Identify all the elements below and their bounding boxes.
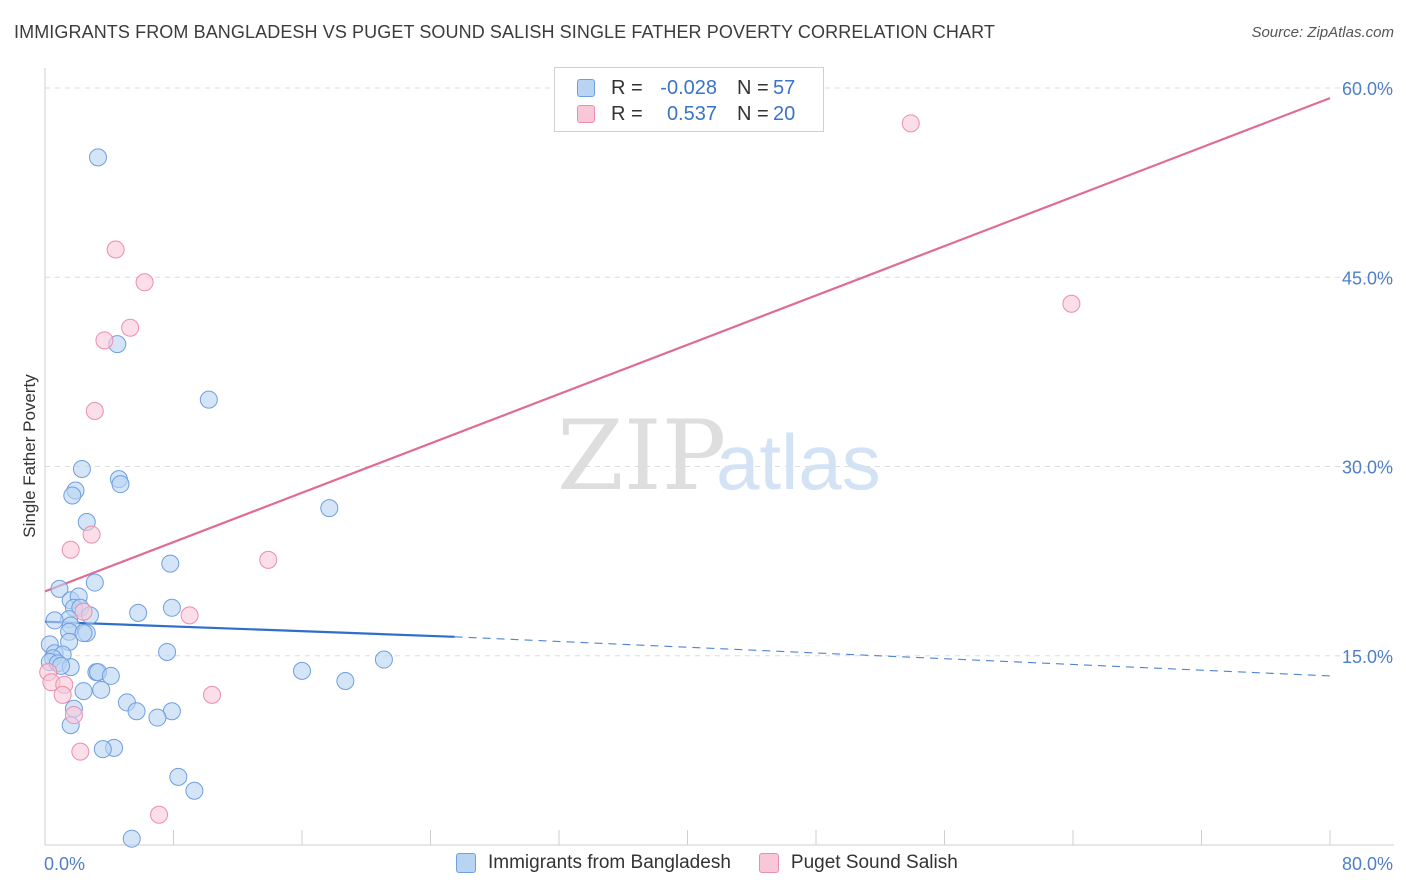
data-point-s0-16 [162, 598, 181, 617]
swatch-salish-icon [577, 105, 595, 123]
r-label: R = [611, 102, 643, 125]
data-point-s1-6 [85, 401, 104, 420]
data-point-s0-8 [320, 499, 339, 518]
data-point-s1-7 [82, 525, 101, 544]
source-credit: Source: ZipAtlas.com [1251, 24, 1394, 41]
data-point-s0-43 [92, 680, 111, 699]
chart-title: IMMIGRANTS FROM BANGLADESH VS PUGET SOUN… [14, 22, 995, 42]
data-point-s1-8 [61, 540, 80, 559]
legend-label-bangladesh: Immigrants from Bangladesh [488, 852, 731, 873]
stats-legend: R = -0.028 N = 57 R = 0.537 N = 20 [554, 67, 824, 132]
y-tick-label-3: 60.0% [1342, 79, 1393, 99]
tick-labels: 15.0% 30.0% 45.0% 60.0% 0.0% 80.0% [44, 79, 1393, 874]
swatch-bangladesh-icon [577, 79, 595, 97]
data-point-s0-21 [45, 611, 64, 630]
data-point-s1-5 [1062, 294, 1081, 313]
data-points [39, 114, 1081, 848]
data-point-s0-39 [293, 661, 311, 680]
legend-label-salish: Puget Sound Salish [790, 852, 958, 873]
y-axis-label: Single Father Poverty [20, 374, 39, 538]
data-point-s1-4 [95, 331, 114, 350]
grid-lines [45, 87, 1394, 657]
data-point-s0-18 [129, 603, 148, 622]
data-point-s0-52 [169, 767, 188, 786]
data-point-s1-19 [150, 805, 169, 824]
data-point-s0-25 [74, 624, 93, 643]
data-point-s0-5 [111, 475, 130, 494]
data-point-s1-2 [135, 273, 154, 292]
legend-swatch-salish-icon [758, 853, 779, 873]
trend-line-0 [44, 620, 455, 638]
legend-item-salish: Puget Sound Salish [758, 852, 958, 874]
data-point-s1-10 [180, 606, 199, 625]
n-label: N = [737, 76, 769, 99]
legend-item-bangladesh: Immigrants from Bangladesh [456, 852, 731, 874]
data-point-s1-3 [121, 318, 140, 337]
data-point-s1-9 [259, 550, 278, 569]
data-point-s0-3 [72, 460, 91, 479]
data-point-s0-0 [89, 148, 108, 167]
trend-line-dashed-0 [454, 636, 1331, 677]
r-value-salish: 0.537 [666, 102, 717, 125]
watermark-atlas: atlas [716, 418, 881, 506]
data-point-s0-10 [161, 554, 180, 573]
data-point-s0-51 [93, 740, 112, 759]
data-point-s0-7 [63, 486, 82, 505]
data-point-s0-11 [85, 573, 104, 592]
data-point-s1-15 [53, 685, 72, 704]
data-point-s0-53 [185, 781, 204, 800]
trend-line-1 [44, 97, 1331, 593]
series-legend: Immigrants from Bangladesh Puget Sound S… [456, 852, 986, 874]
data-point-s0-54 [122, 829, 141, 848]
stats-row-bangladesh: R = -0.028 N = 57 [577, 74, 795, 102]
trend-lines [44, 97, 1331, 677]
y-tick-label-2: 45.0% [1342, 268, 1393, 288]
data-point-s0-48 [148, 708, 167, 727]
r-label: R = [611, 76, 643, 99]
r-value-bangladesh: -0.028 [660, 76, 717, 99]
axes [44, 68, 1394, 846]
n-value-bangladesh: 57 [773, 76, 796, 99]
data-point-s1-17 [64, 706, 83, 725]
y-tick-label-0: 15.0% [1342, 647, 1393, 667]
data-point-s1-18 [71, 742, 90, 761]
watermark-zip: ZIP [557, 400, 726, 512]
data-point-s1-0 [901, 114, 920, 133]
y-tick-label-1: 30.0% [1342, 458, 1393, 478]
data-point-s0-46 [127, 702, 146, 721]
data-point-s0-40 [374, 650, 393, 669]
data-point-s0-12 [50, 579, 69, 598]
legend-swatch-bangladesh-icon [456, 853, 476, 873]
data-point-s1-1 [106, 240, 125, 259]
data-point-s0-42 [74, 682, 93, 701]
data-point-s0-2 [199, 390, 218, 409]
x-tick-label-0: 0.0% [44, 854, 85, 874]
data-point-s0-38 [101, 666, 120, 685]
x-tick-label-1: 80.0% [1342, 854, 1393, 874]
n-value-salish: 20 [773, 102, 796, 125]
stats-row-salish: R = 0.537 N = 20 [577, 100, 795, 128]
data-point-s1-16 [203, 685, 222, 704]
n-label: N = [737, 102, 769, 125]
data-point-s0-41 [336, 671, 355, 690]
data-point-s0-29 [158, 642, 177, 661]
data-point-s1-11 [74, 602, 93, 621]
